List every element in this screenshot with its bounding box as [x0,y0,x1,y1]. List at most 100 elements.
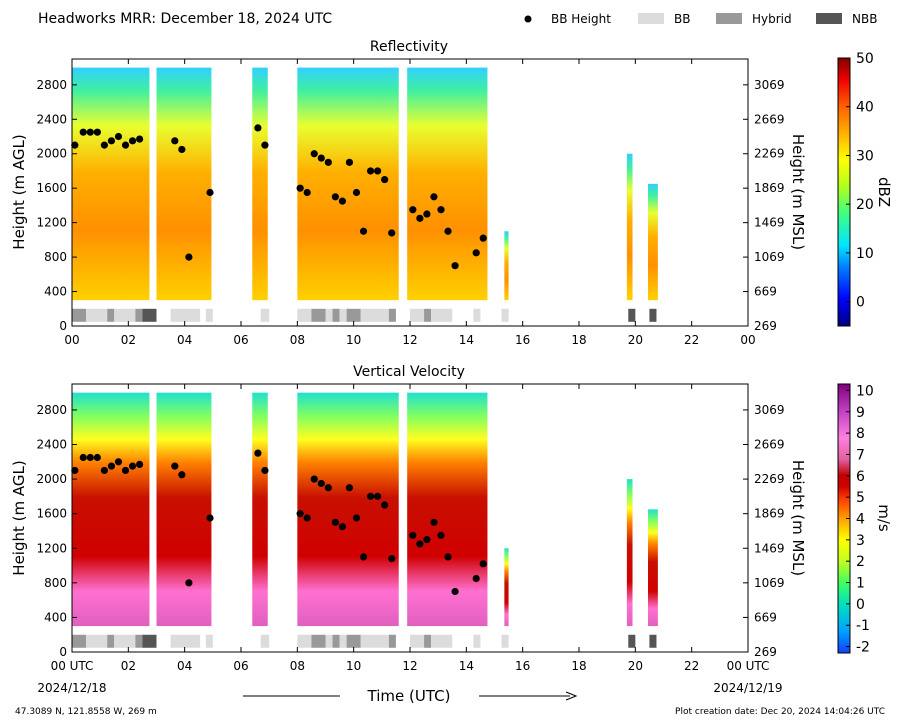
reflectivity-band-class-bb [431,308,453,322]
reflectivity-ytick-label-right: 2269 [754,147,785,161]
reflectivity-bb-height-point [310,150,318,158]
velocity-colorbar-tick-label: 5 [856,490,865,506]
velocity-ytick-label: 2400 [36,438,67,452]
reflectivity-bb-height-point [100,141,108,149]
velocity-bb-height-point [71,466,79,475]
reflectivity-colorbar-tick-label: 40 [856,100,874,116]
reflectivity-bb-height-point [86,128,94,136]
velocity-colorbar-tick-label: 6 [856,469,865,485]
velocity-band-class-bb [339,634,347,648]
velocity-band-class-bb [260,634,270,648]
reflectivity-xtick-label: 08 [290,333,305,347]
reflectivity-bb-height-point [437,206,445,214]
reflectivity-band-class-nbb [649,308,657,322]
reflectivity-band-class-hybrid [332,308,340,322]
reflectivity-bb-height-point [366,167,375,175]
velocity-ytick-label: 400 [44,610,67,624]
velocity-bb-height-point [437,531,445,539]
velocity-bb-height-point [185,579,193,587]
reflectivity-band-class-bb [114,308,136,322]
velocity-bb-height-point [374,492,382,500]
reflectivity-bb-height-point [79,128,87,136]
velocity-bb-height-point [310,475,318,483]
reflectivity-bb-height-point [430,193,438,201]
reflectivity-band-class-hybrid [311,308,326,322]
velocity-xtick-label: 12 [402,659,417,673]
reflectivity-xtick-label: 18 [571,333,586,347]
start-date-label: 2024/12/18 [37,681,106,695]
velocity-bb-height-point [366,492,375,500]
reflectivity-band-class-bb [339,308,347,322]
velocity-bb-height-point [79,453,87,462]
reflectivity-echo-segment [297,67,399,301]
reflectivity-bb-height-point [479,234,487,242]
reflectivity-ylabel: Height (m AGL) [10,134,28,249]
velocity-bb-height-point [324,484,332,492]
reflectivity-xtick-label: 10 [346,333,361,347]
reflectivity-colorbar-tick-label: 10 [856,246,874,262]
velocity-band-class-bb [501,634,509,648]
velocity-bb-height-point [261,466,269,475]
velocity-colorbar-tick-label: 1 [856,576,865,592]
legend-label-bb-height: BB Height [551,12,611,26]
reflectivity-xtick-label: 00 [740,333,755,347]
velocity-band-class-hybrid [135,634,143,648]
velocity-bb-height-point [359,553,368,561]
velocity-title: Vertical Velocity [353,364,465,380]
reflectivity-band-class-hybrid [388,308,396,322]
reflectivity-band-class-hybrid [346,308,361,322]
velocity-band-class-hybrid [311,634,326,648]
velocity-bb-height-point [331,518,339,526]
legend-label-bb: BB [674,12,690,26]
velocity-bb-height-point [100,466,108,475]
velocity-band-class-hybrid [424,634,432,648]
reflectivity-bb-height-point [444,227,452,235]
reflectivity-colorbar-tick-label: 20 [856,197,874,213]
velocity-band-class-bb [114,634,136,648]
velocity-ytick-label: 1600 [36,507,67,521]
legend-bb-height-marker [524,15,532,23]
reflectivity-plot-area: 0400800120016002000240028002696691069146… [36,58,785,347]
velocity-echo-segment [648,509,658,627]
velocity-colorbar: -2 -1 0 1 2 3 4 5 6 7 8 9 10 [837,383,874,656]
reflectivity-ylabel-right: Height (m MSL) [789,134,807,250]
velocity-ytick-label-right: 269 [754,645,777,659]
velocity-colorbar-tick-label: 10 [856,383,874,399]
velocity-bb-height-point [296,510,304,518]
velocity-bb-height-point [472,574,480,583]
velocity-ytick-label: 800 [44,576,67,590]
reflectivity-bb-height-point [409,206,417,214]
reflectivity-bb-height-point [107,137,116,145]
velocity-colorbar-tick-label: 3 [856,533,865,549]
time-axis-label: Time (UTC) [367,687,451,705]
reflectivity-echo-segment [72,67,150,301]
reflectivity-bb-height-point [136,135,144,143]
reflectivity-bb-height-point [345,158,354,166]
velocity-bb-height-point [121,466,130,475]
velocity-xtick-label: 16 [515,659,530,673]
reflectivity-title: Reflectivity [370,39,448,55]
velocity-bb-height-point [171,462,179,470]
legend-label-nbb: NBB [852,12,877,26]
reflectivity-echo-segment [252,67,268,301]
reflectivity-bb-height-point [451,262,459,270]
reflectivity-ytick-label-right: 2669 [754,112,785,126]
velocity-colorbar-label: m/s [875,504,893,532]
velocity-ytick-label-right: 3069 [754,403,785,417]
velocity-bb-height-point [388,555,396,563]
reflectivity-xtick-label: 20 [628,333,643,347]
reflectivity-colorbar-tick-label: 50 [856,51,874,67]
velocity-colorbar-tick-label: 8 [856,426,865,442]
velocity-bb-height-point [303,514,311,522]
reflectivity-xtick-label: 22 [684,333,699,347]
velocity-bb-height-point [430,518,438,526]
velocity-ytick-label-right: 669 [754,610,777,624]
legend-swatch-hybrid [716,13,742,24]
reflectivity-ytick-label: 2400 [36,112,67,126]
velocity-colorbar-tick-label: -2 [856,640,870,656]
velocity-ylabel: Height (m AGL) [10,460,28,575]
velocity-colorbar-tick-label: -1 [856,618,870,634]
reflectivity-colorbar-ramp [837,57,851,327]
velocity-band-class-bb [86,634,108,648]
reflectivity-bb-height-point [178,145,186,154]
